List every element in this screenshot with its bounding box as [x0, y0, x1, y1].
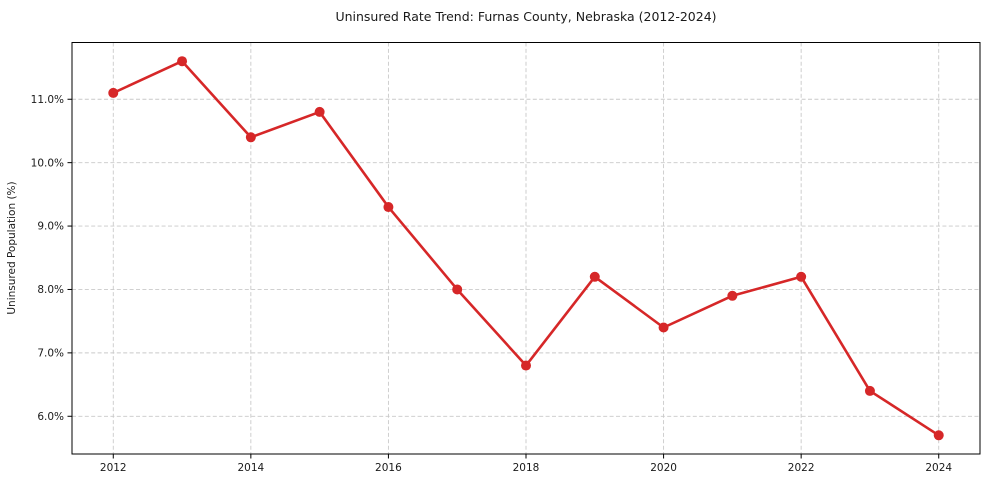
x-tick-label: 2018 — [513, 462, 540, 474]
x-tick-label: 2012 — [100, 462, 127, 474]
y-axis-label: Uninsured Population (%) — [6, 181, 18, 314]
data-point — [589, 271, 600, 282]
data-point — [933, 430, 944, 441]
y-tick-label: 7.0% — [37, 347, 64, 359]
data-point — [796, 271, 807, 282]
data-point — [452, 284, 463, 295]
x-tick-label: 2022 — [788, 462, 815, 474]
data-point — [383, 202, 394, 213]
axes-layer: 2012 2014 2016 2018 2020 2022 2024 6.0% 7.0% 8.0%… — [31, 42, 981, 474]
data-point — [314, 106, 325, 117]
chart-title: Uninsured Rate Trend: Furnas County, Neb… — [335, 9, 716, 24]
data-point — [521, 360, 531, 371]
y-tick-label: 6.0% — [37, 411, 64, 423]
data-point — [864, 385, 875, 396]
x-tick-label: 2024 — [925, 462, 952, 474]
data-point — [245, 132, 256, 143]
x-tick-label: 2014 — [237, 462, 264, 474]
y-tick-label: 10.0% — [31, 157, 64, 169]
data-point — [108, 87, 119, 98]
data-point — [177, 56, 188, 67]
data-point — [658, 322, 669, 333]
grid-layer — [72, 42, 980, 454]
y-tick-label: 8.0% — [37, 284, 64, 296]
data-point — [727, 290, 738, 301]
x-tick-label: 2020 — [650, 462, 677, 474]
trend-line-series — [108, 56, 944, 441]
y-tick-label: 9.0% — [37, 221, 64, 233]
x-tick-label: 2016 — [375, 462, 402, 474]
y-tick-label: 11.0% — [31, 94, 64, 106]
